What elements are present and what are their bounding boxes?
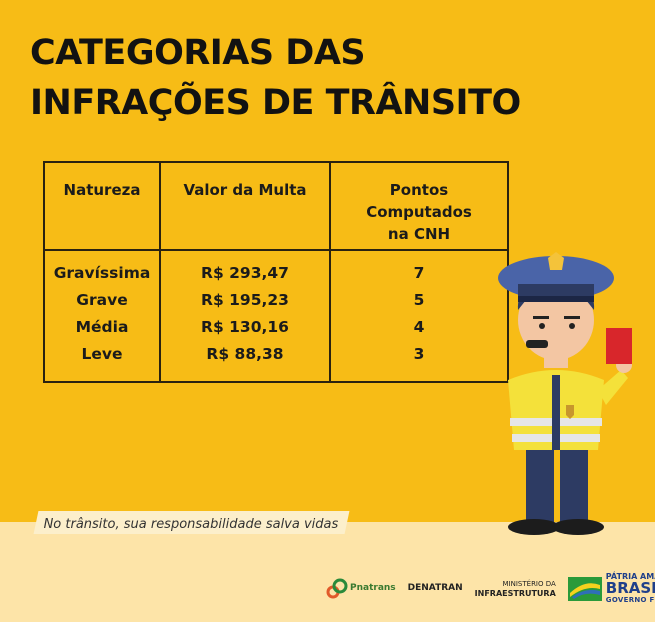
police-officer-illustration: [498, 252, 632, 535]
cell-pontos: 3: [329, 340, 509, 382]
brasil-flag-icon: [567, 576, 602, 601]
title-line-1: CATEGORIAS DAS: [30, 33, 366, 73]
pnatrans-logo: Pnatrans: [326, 578, 396, 600]
slogan-text: No trânsito, sua responsabilidade salva …: [43, 517, 339, 532]
cell-valor: R$ 88,38: [159, 340, 331, 382]
ministerio-logo: MINISTÉRIO DA INFRAESTRUTURA: [474, 579, 556, 598]
title-line-2: INFRAÇÕES DE TRÂNSITO: [30, 83, 521, 123]
infractions-table: Natureza Valor da Multa Pontos Computado…: [43, 161, 509, 383]
table-header-row: Natureza Valor da Multa Pontos Computado…: [43, 162, 509, 251]
cell-natureza: Gravíssima: [43, 250, 161, 286]
brasil-line-2: BRASIL: [605, 579, 655, 597]
footer-band: [0, 522, 655, 622]
cell-pontos: 4: [329, 313, 509, 340]
brasil-line-3: GOVERNO FEDERAL: [605, 596, 655, 604]
page-title: CATEGORIAS DAS INFRAÇÕES DE TRÂNSITO: [30, 28, 521, 128]
red-card-icon: [606, 328, 632, 364]
cell-natureza: Leve: [43, 340, 161, 382]
cell-natureza: Grave: [43, 286, 161, 313]
denatran-logo: DENATRAN: [407, 583, 463, 593]
slogan-banner: No trânsito, sua responsabilidade salva …: [33, 511, 350, 534]
table-row: Leve R$ 88,38 3: [43, 340, 509, 382]
cell-pontos: 7: [329, 250, 509, 286]
header-pontos: Pontos Computados na CNH: [329, 162, 509, 251]
header-valor: Valor da Multa: [159, 162, 331, 251]
table-row: Grave R$ 195,23 5: [43, 286, 509, 313]
footer-logos: Pnatrans DENATRAN MINISTÉRIO DA INFRAEST…: [326, 572, 655, 605]
table-row: Gravíssima R$ 293,47 7: [43, 250, 509, 286]
cell-valor: R$ 130,16: [159, 313, 331, 340]
whistle-icon: [526, 340, 548, 348]
cell-valor: R$ 293,47: [159, 250, 331, 286]
header-natureza: Natureza: [43, 162, 161, 251]
cell-valor: R$ 195,23: [159, 286, 331, 313]
cell-pontos: 5: [329, 286, 509, 313]
brasil-logo: PÁTRIA AMADA BRASIL GOVERNO FEDERAL: [567, 572, 655, 605]
cell-natureza: Média: [43, 313, 161, 340]
pnatrans-rings-icon: [326, 578, 348, 598]
badge-icon: [548, 252, 564, 270]
brasil-line-1: PÁTRIA AMADA: [605, 572, 655, 581]
table-row: Média R$ 130,16 4: [43, 313, 509, 340]
